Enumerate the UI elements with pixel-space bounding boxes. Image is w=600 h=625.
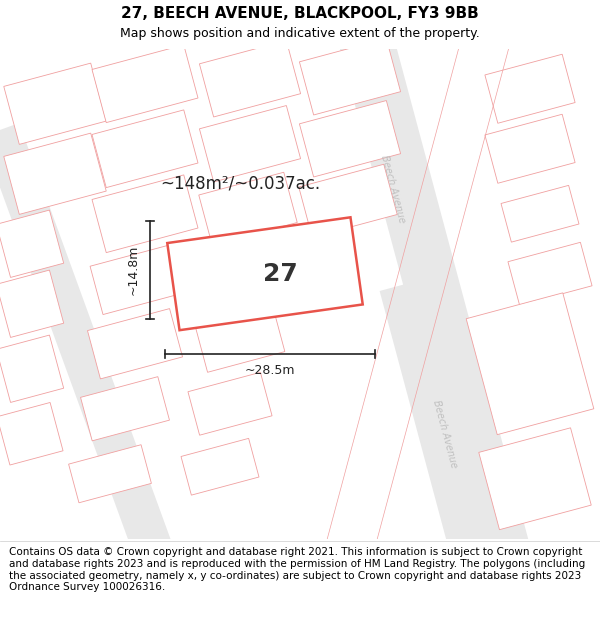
Polygon shape	[199, 106, 301, 182]
Polygon shape	[88, 309, 182, 379]
Polygon shape	[197, 239, 293, 309]
Polygon shape	[188, 372, 272, 435]
Polygon shape	[195, 305, 285, 372]
Text: ~28.5m: ~28.5m	[245, 364, 295, 377]
Polygon shape	[4, 63, 106, 144]
Text: Beech Avenue: Beech Avenue	[379, 154, 407, 224]
Polygon shape	[199, 41, 301, 117]
Text: ~14.8m: ~14.8m	[127, 244, 140, 295]
Polygon shape	[92, 110, 198, 188]
Polygon shape	[68, 445, 151, 503]
Polygon shape	[199, 173, 297, 245]
Polygon shape	[380, 277, 511, 581]
Polygon shape	[167, 217, 363, 330]
Polygon shape	[485, 114, 575, 183]
Polygon shape	[466, 293, 594, 434]
Polygon shape	[0, 210, 64, 278]
Polygon shape	[479, 428, 591, 529]
Polygon shape	[299, 164, 397, 238]
Polygon shape	[508, 242, 592, 305]
Text: 27: 27	[263, 262, 298, 286]
Polygon shape	[0, 335, 64, 402]
Polygon shape	[181, 438, 259, 495]
Text: Contains OS data © Crown copyright and database right 2021. This information is : Contains OS data © Crown copyright and d…	[9, 548, 585, 592]
Text: 27, BEECH AVENUE, BLACKPOOL, FY3 9BB: 27, BEECH AVENUE, BLACKPOOL, FY3 9BB	[121, 6, 479, 21]
Polygon shape	[299, 101, 401, 177]
Polygon shape	[80, 377, 169, 441]
Polygon shape	[501, 186, 579, 242]
Polygon shape	[0, 270, 64, 338]
Polygon shape	[92, 45, 198, 123]
Polygon shape	[92, 175, 198, 253]
Polygon shape	[299, 39, 401, 115]
Polygon shape	[0, 123, 259, 625]
Polygon shape	[4, 133, 106, 214]
Text: Beech Avenue: Beech Avenue	[431, 399, 459, 469]
Text: ~148m²/~0.037ac.: ~148m²/~0.037ac.	[160, 175, 320, 192]
Text: Map shows position and indicative extent of the property.: Map shows position and indicative extent…	[120, 28, 480, 40]
Polygon shape	[313, 0, 547, 624]
Polygon shape	[485, 54, 575, 123]
Polygon shape	[0, 402, 63, 465]
Polygon shape	[90, 243, 190, 314]
